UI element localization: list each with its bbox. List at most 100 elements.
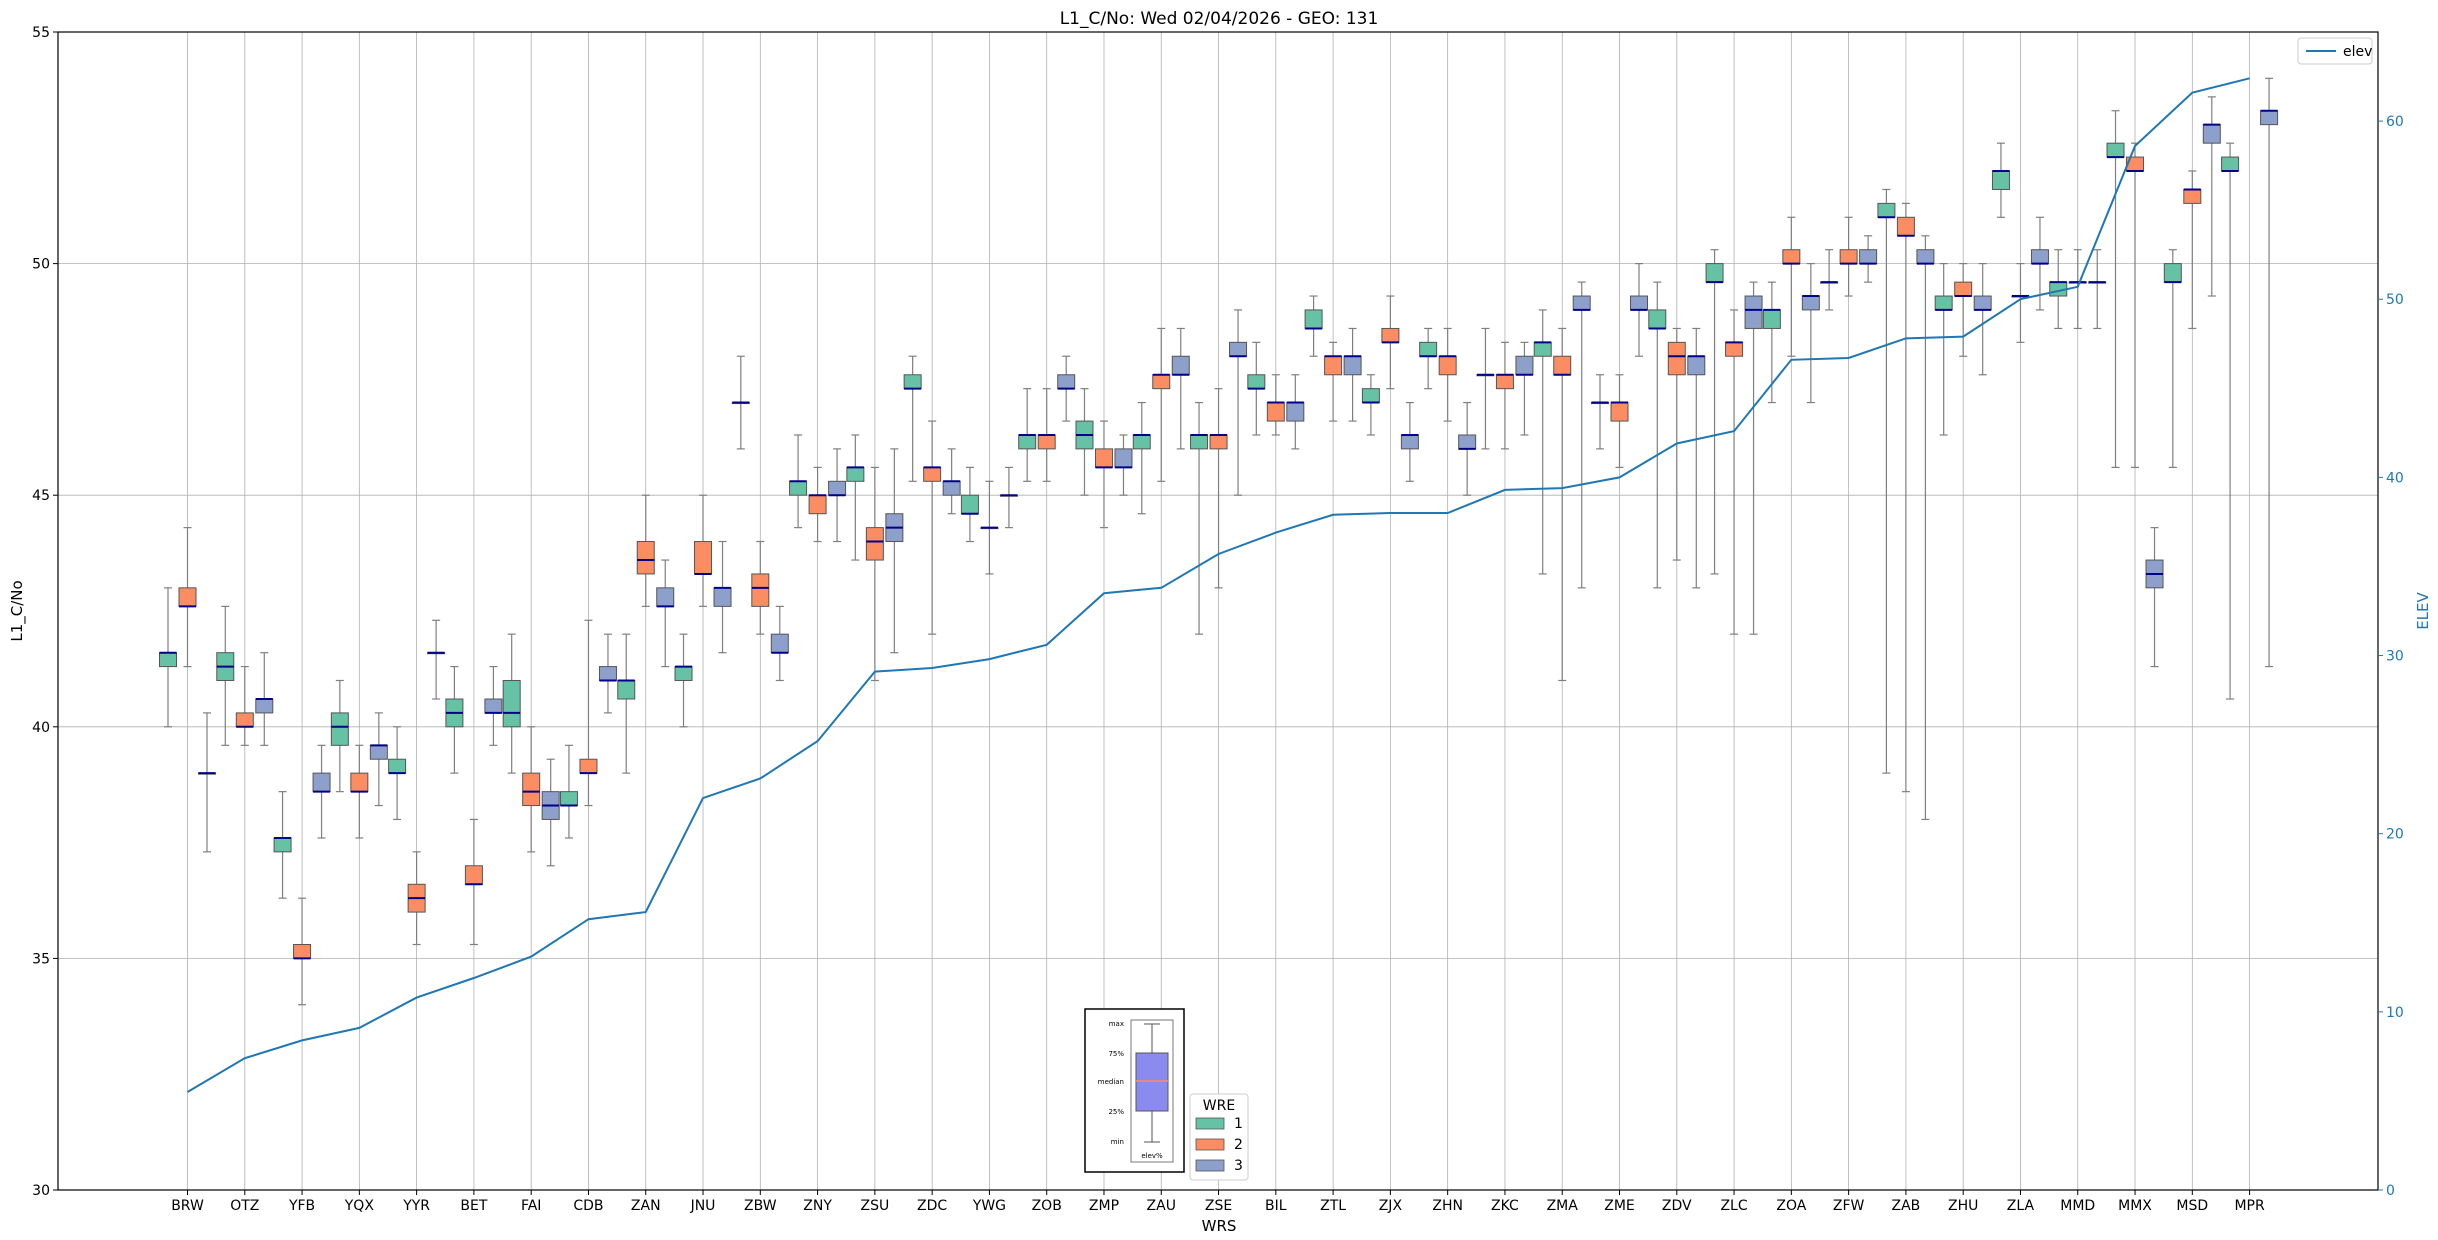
plot-frame <box>57 31 2379 1191</box>
box-wre-3 <box>1458 434 1477 450</box>
x-tick-label: ZLC <box>1720 1198 1747 1214</box>
box-wre-2 <box>464 865 483 885</box>
box-wre-2 <box>1381 327 1400 343</box>
box-wre-3 <box>1286 402 1305 422</box>
elev-series-line <box>186 77 2250 1093</box>
wre-legend-label-3: 3 <box>1234 1158 1243 1174</box>
box-wre-1 <box>2221 156 2240 172</box>
x-tick-label: MMX <box>2118 1198 2152 1214</box>
box-wre-2 <box>636 541 655 575</box>
x-tick-label: ZMA <box>1547 1198 1579 1214</box>
box-wre-2 <box>293 944 312 959</box>
x-tick-label: ZDC <box>917 1198 947 1214</box>
box-wre-3 <box>942 480 961 496</box>
box-wre-3 <box>713 587 732 607</box>
y-axis-label: L1_C/No <box>8 580 27 641</box>
elev-legend: elev <box>2297 37 2373 65</box>
elev-legend-label: elev <box>2343 44 2372 60</box>
box-wre-2 <box>579 758 598 774</box>
box-wre-2 <box>1209 434 1228 450</box>
box-wre-2 <box>1896 216 1915 237</box>
box-wre-1 <box>1762 309 1781 329</box>
box-wre-2 <box>1094 448 1113 468</box>
box-wre-1 <box>617 679 636 700</box>
x-tick-label: ZNY <box>803 1198 832 1214</box>
inset-footer: elev% <box>1141 1152 1163 1160</box>
x-tick-label: ZMP <box>1089 1198 1119 1214</box>
box-wre-2 <box>1782 249 1801 265</box>
box-wre-3 <box>1343 355 1362 376</box>
box-wre-3 <box>1916 249 1935 265</box>
inset-label-median: median <box>1098 1078 1124 1086</box>
box-wre-1 <box>1018 434 1037 450</box>
box-wre-2 <box>178 587 197 607</box>
x-tick-label: MSD <box>2176 1198 2208 1214</box>
box-wre-1 <box>2163 263 2182 283</box>
box-wre-3 <box>1171 355 1190 376</box>
box-wre-1 <box>559 791 578 807</box>
box-wre-1 <box>159 652 177 668</box>
y2-tick-label: 0 <box>2386 1183 2395 1199</box>
y2-tick-label: 50 <box>2386 292 2404 308</box>
box-wre-1 <box>1419 341 1438 357</box>
y-tick-label: 35 <box>32 951 50 967</box>
box-wre-1 <box>846 466 865 482</box>
box-wre-2 <box>1438 355 1457 376</box>
box-wre-1 <box>1934 295 1953 311</box>
box-wre-2 <box>694 541 713 575</box>
box-wre-2 <box>1495 374 1514 390</box>
chart-title: L1_C/No: Wed 02/04/2026 - GEO: 131 <box>1060 9 1379 29</box>
inset-label-q1: 25% <box>1108 1108 1124 1116</box>
box-wre-2 <box>1725 341 1744 357</box>
wre-legend-label-1: 1 <box>1234 1116 1243 1132</box>
box-wre-3 <box>1859 249 1878 265</box>
x-tick-label: ZHU <box>1948 1198 1978 1214</box>
x-tick-label: ZDV <box>1662 1198 1692 1214</box>
box-wre-1 <box>330 712 349 746</box>
y2-tick-label: 10 <box>2386 1005 2404 1021</box>
grid <box>58 31 2378 1191</box>
y-tick-label: 50 <box>32 257 50 273</box>
box-wre-1 <box>903 374 922 390</box>
box-wre-1 <box>960 494 979 515</box>
box-wre-3 <box>1114 448 1133 468</box>
box-wre-2 <box>1037 434 1056 450</box>
box-wre-2 <box>235 712 254 728</box>
x-tick-label: ZJX <box>1379 1198 1403 1214</box>
box-wre-3 <box>1400 434 1419 450</box>
y-tick-label: 40 <box>32 720 50 736</box>
x-tick-label: MPR <box>2234 1198 2265 1214</box>
x-tick-label: MMD <box>2060 1198 2095 1214</box>
x-tick-label: ZHN <box>1432 1198 1463 1214</box>
box-wre-3 <box>770 633 789 654</box>
box-wre-2 <box>1324 355 1343 376</box>
y2-tick-label: 30 <box>2386 649 2404 665</box>
box-wre-2 <box>1839 249 1858 265</box>
x-axis: BRW OTZ YFB YQX YYR BET FAI CDB ZAN JNU ZBW ZNY ZSU Z… <box>171 1190 2265 1214</box>
x-tick-label: ZAN <box>631 1198 661 1214</box>
x-tick-label: OTZ <box>230 1198 259 1214</box>
box-wre-2 <box>522 772 541 807</box>
box-wre-2 <box>923 466 942 482</box>
y-tick-label: 45 <box>32 488 50 504</box>
y2-tick-label: 20 <box>2386 827 2404 843</box>
x-tick-label: BRW <box>171 1198 204 1214</box>
x-axis-label: WRS <box>1202 1217 1237 1235</box>
box-wre-1 <box>1991 170 2010 190</box>
box-wre-2 <box>1954 281 1973 297</box>
box-wre-3 <box>1687 355 1706 376</box>
box-wre-3 <box>1515 355 1534 376</box>
box-wre-2 <box>1553 355 1572 376</box>
x-tick-label: ZOA <box>1776 1198 1806 1214</box>
x-tick-label: BET <box>460 1198 487 1214</box>
box-wre-1 <box>789 480 808 496</box>
box-wre-1 <box>388 758 407 774</box>
box-wre-1 <box>1648 309 1667 329</box>
box-wre-3 <box>656 587 675 607</box>
x-tick-label: ZFW <box>1833 1198 1865 1214</box>
y2-axis-label: ELEV <box>2414 591 2432 629</box>
box-wre-1 <box>1705 263 1724 283</box>
x-tick-label: ZAU <box>1147 1198 1176 1214</box>
x-tick-label: ZTL <box>1320 1198 1346 1214</box>
